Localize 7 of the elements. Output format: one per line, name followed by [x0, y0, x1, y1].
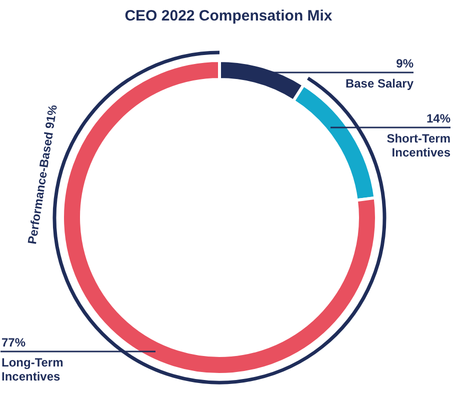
data-label: 77%	[2, 336, 26, 350]
data-label: 14%	[426, 112, 451, 126]
chart-title: CEO 2022 Compensation Mix	[124, 8, 333, 24]
slice-label: Short-Term Incentives	[386, 132, 451, 160]
data-label: 9%	[396, 56, 414, 70]
slice-label: Long-Term Incentives	[2, 356, 64, 384]
slice-label: Base Salary	[345, 76, 414, 90]
